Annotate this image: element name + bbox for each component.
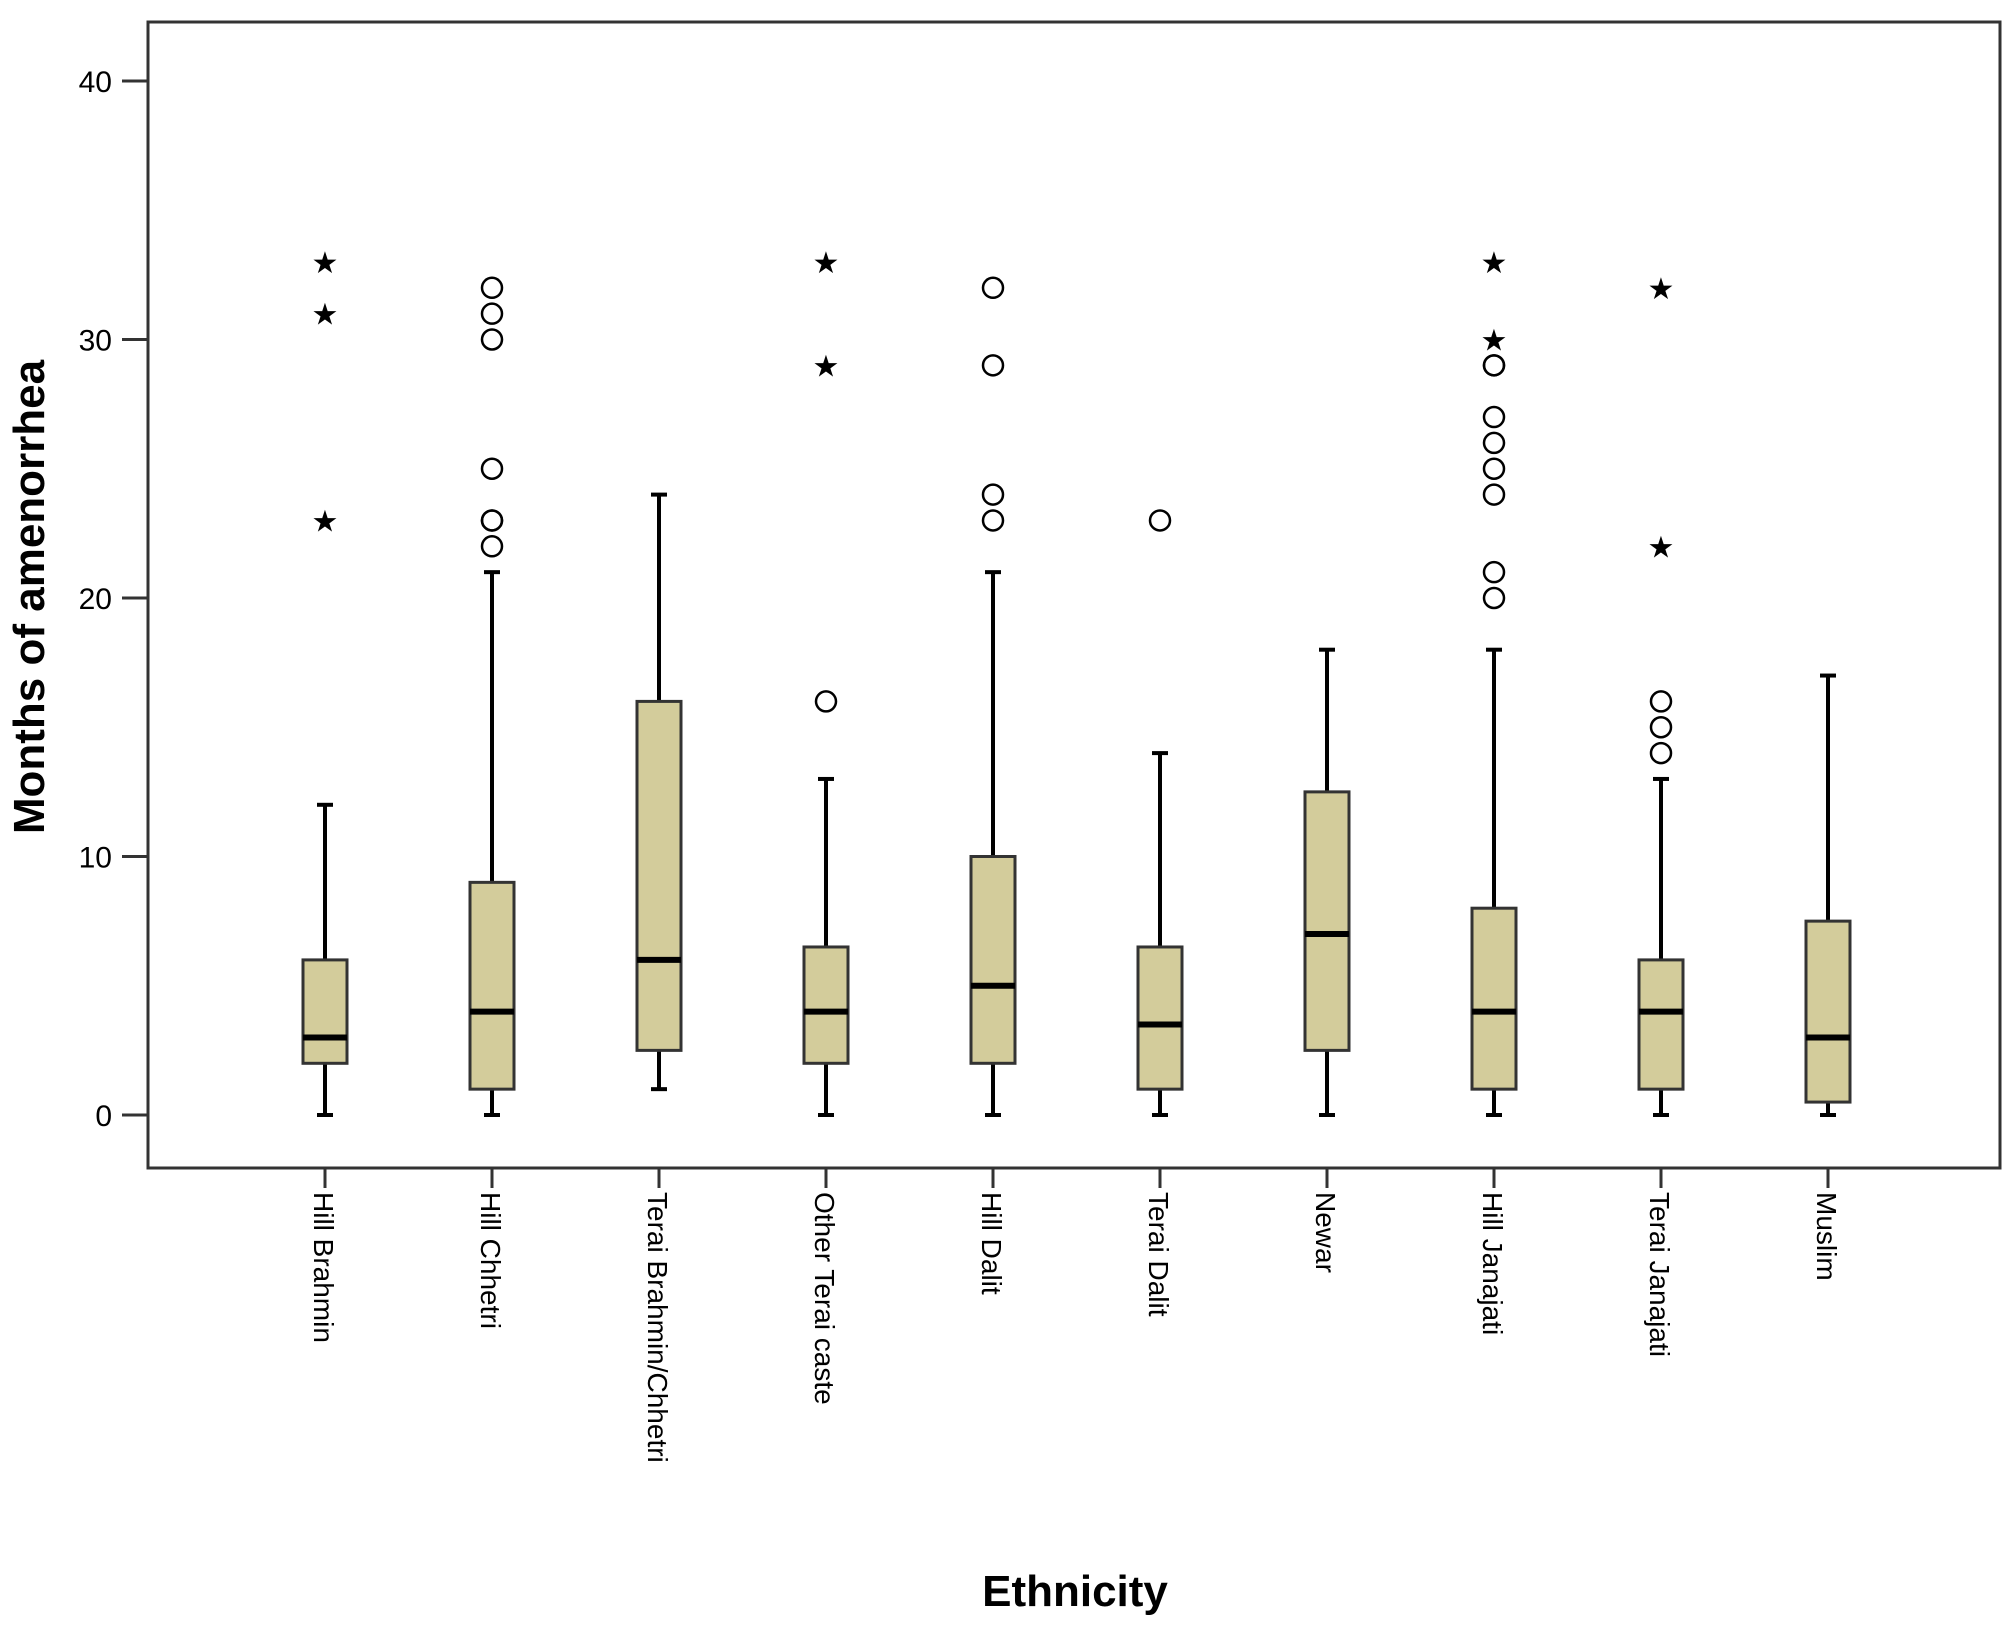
iqr-box: [1637, 958, 1685, 1091]
x-tick-label: Hill Dalit: [976, 1192, 1007, 1295]
outlier-point: [1148, 509, 1172, 532]
extreme-point: ★: [312, 504, 339, 539]
extreme-point: ★: [1648, 272, 1675, 307]
x-tick-label: Muslim: [1811, 1192, 1842, 1281]
iqr-box: [969, 855, 1017, 1065]
box-series: ★★★★★★★★★: [301, 246, 1852, 1117]
iqr-box: [1303, 790, 1351, 1052]
x-axis-title: Ethnicity: [982, 1567, 1168, 1616]
extreme-point: ★: [312, 246, 339, 281]
outlier-point: [1482, 405, 1506, 429]
box-group: ★★: [1470, 246, 1518, 1117]
box-group: [635, 492, 683, 1092]
outlier-point: [1482, 586, 1506, 610]
iqr-box: [635, 699, 683, 1052]
outlier-point: [1482, 431, 1506, 455]
outlier-point: [1649, 716, 1673, 739]
outlier-point: [1482, 483, 1506, 506]
box-group: [1804, 673, 1852, 1117]
extreme-point: ★: [1481, 246, 1508, 281]
iqr-box: [802, 945, 850, 1065]
outlier-point: [981, 276, 1005, 300]
x-axis: Hill Brahmin Hill Chhetri Terai Brahmin/Ch…: [308, 1168, 1842, 1463]
iqr-box: [1136, 945, 1184, 1091]
x-tick-label: Other Terai caste: [809, 1192, 840, 1405]
extreme-point: ★: [1648, 530, 1675, 565]
outlier-point: [981, 483, 1005, 506]
outlier-point: [480, 302, 504, 325]
outlier-point: [981, 354, 1005, 377]
iqr-box: [1804, 919, 1852, 1104]
y-tick-label: 40: [79, 66, 112, 99]
box-group: ★★: [802, 246, 850, 1117]
outlier-point: [480, 457, 504, 480]
outlier-point: [1649, 690, 1673, 713]
iqr-box: [1470, 906, 1518, 1091]
x-tick-label: Hill Janajati: [1477, 1192, 1508, 1335]
y-axis: 0 10 20 30 40: [79, 66, 148, 1133]
x-tick-label: Terai Dalit: [1143, 1192, 1174, 1317]
outlier-point: [1482, 560, 1506, 584]
y-tick-label: 20: [79, 583, 112, 616]
iqr-box: [301, 958, 349, 1065]
x-tick-label: Terai Janajati: [1644, 1192, 1675, 1357]
box-group: [1303, 647, 1351, 1117]
outlier-point: [480, 535, 504, 558]
y-tick-label: 30: [79, 325, 112, 358]
extreme-point: ★: [312, 298, 339, 333]
outlier-point: [1482, 354, 1506, 377]
extreme-point: ★: [1481, 324, 1508, 359]
extreme-point: ★: [813, 246, 840, 281]
plot-area-frame: [146, 20, 2002, 1170]
extreme-point: ★: [813, 349, 840, 384]
y-tick-label: 10: [79, 842, 112, 875]
y-tick-label: 0: [95, 1100, 112, 1133]
outlier-point: [814, 690, 838, 713]
outlier-point: [1649, 741, 1673, 765]
box-group: ★ ★ ★: [301, 246, 349, 1117]
x-tick-label: Hill Chhetri: [475, 1192, 506, 1329]
y-axis-title: Months of amenorrhea: [5, 359, 54, 834]
iqr-box: [468, 880, 516, 1091]
box-group: [1136, 509, 1184, 1117]
x-tick-label: Hill Brahmin: [308, 1192, 339, 1343]
box-group: [969, 276, 1017, 1117]
outlier-point: [480, 276, 504, 300]
x-tick-label: Newar: [1310, 1192, 1341, 1273]
outlier-point: [480, 328, 504, 351]
box-group: ★★: [1637, 272, 1685, 1117]
outlier-point: [981, 509, 1005, 532]
x-tick-label: Terai Brahmin/Chhetri: [642, 1192, 673, 1463]
outlier-point: [480, 509, 504, 532]
box-group: [468, 276, 516, 1117]
outlier-point: [1482, 457, 1506, 480]
